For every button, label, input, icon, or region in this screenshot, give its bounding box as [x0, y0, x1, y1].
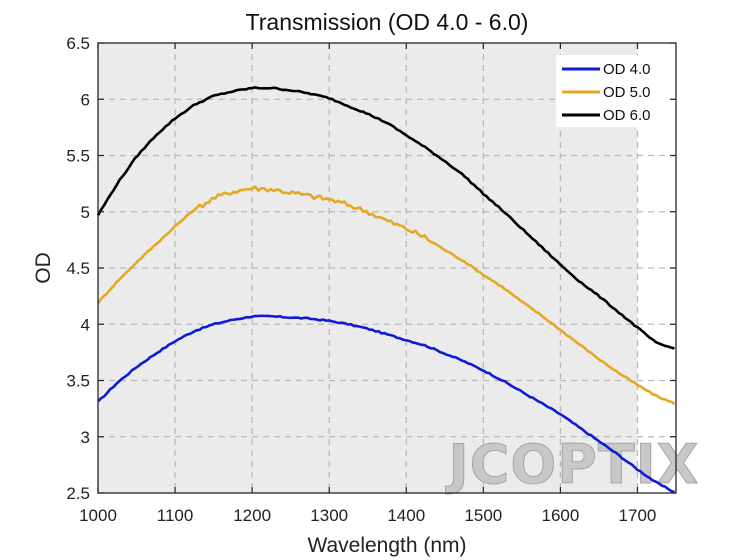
x-tick-label: 1100	[157, 506, 194, 525]
legend: OD 4.0 OD 5.0 OD 6.0	[556, 55, 668, 127]
y-tick-label: 4.5	[66, 259, 90, 278]
series-lines	[96, 86, 676, 494]
x-tick-label: 1300	[310, 506, 348, 525]
x-tick-label: 1000	[79, 506, 117, 525]
x-tick-label: 1400	[387, 506, 425, 525]
y-tick-label: 4	[81, 315, 90, 334]
x-tick-label: 1500	[464, 506, 502, 525]
y-tick-label: 3	[81, 428, 90, 447]
x-tick-label: 1700	[619, 506, 657, 525]
tick-marks	[97, 42, 676, 494]
y-tick-label: 5	[81, 203, 90, 222]
y-axis-label: OD	[32, 252, 55, 284]
axes-box	[97, 42, 677, 494]
y-tick-label: 5.5	[66, 147, 90, 166]
x-tick-label: 1600	[541, 506, 579, 525]
y-tick-label: 3.5	[66, 372, 90, 391]
x-tick-label: 1200	[233, 506, 271, 525]
legend-label: OD 6.0	[603, 107, 651, 124]
y-tick-labels: 2.5 3 3.5 4 4.5 5 5.5 6 6.5	[66, 34, 90, 503]
legend-label: OD 5.0	[603, 84, 651, 101]
y-tick-label: 6.5	[66, 34, 90, 53]
grid-lines	[98, 43, 676, 493]
x-axis-label: Wavelength (nm)	[307, 534, 466, 557]
watermark-logo: JCOPTIX	[444, 433, 700, 497]
y-tick-label: 2.5	[66, 484, 90, 503]
series-line-od-4-0	[97, 314, 675, 494]
x-tick-labels: 1000 1100 1200 1300 1400 1500 1600 1700	[79, 506, 656, 525]
chart-title: Transmission (OD 4.0 - 6.0)	[246, 9, 529, 35]
series-line-od-5-0	[96, 185, 676, 406]
y-tick-label: 6	[81, 90, 90, 109]
legend-label: OD 4.0	[603, 61, 651, 78]
watermark-text: JCOPTIX	[445, 433, 700, 496]
series-line-od-6-0	[96, 86, 675, 350]
